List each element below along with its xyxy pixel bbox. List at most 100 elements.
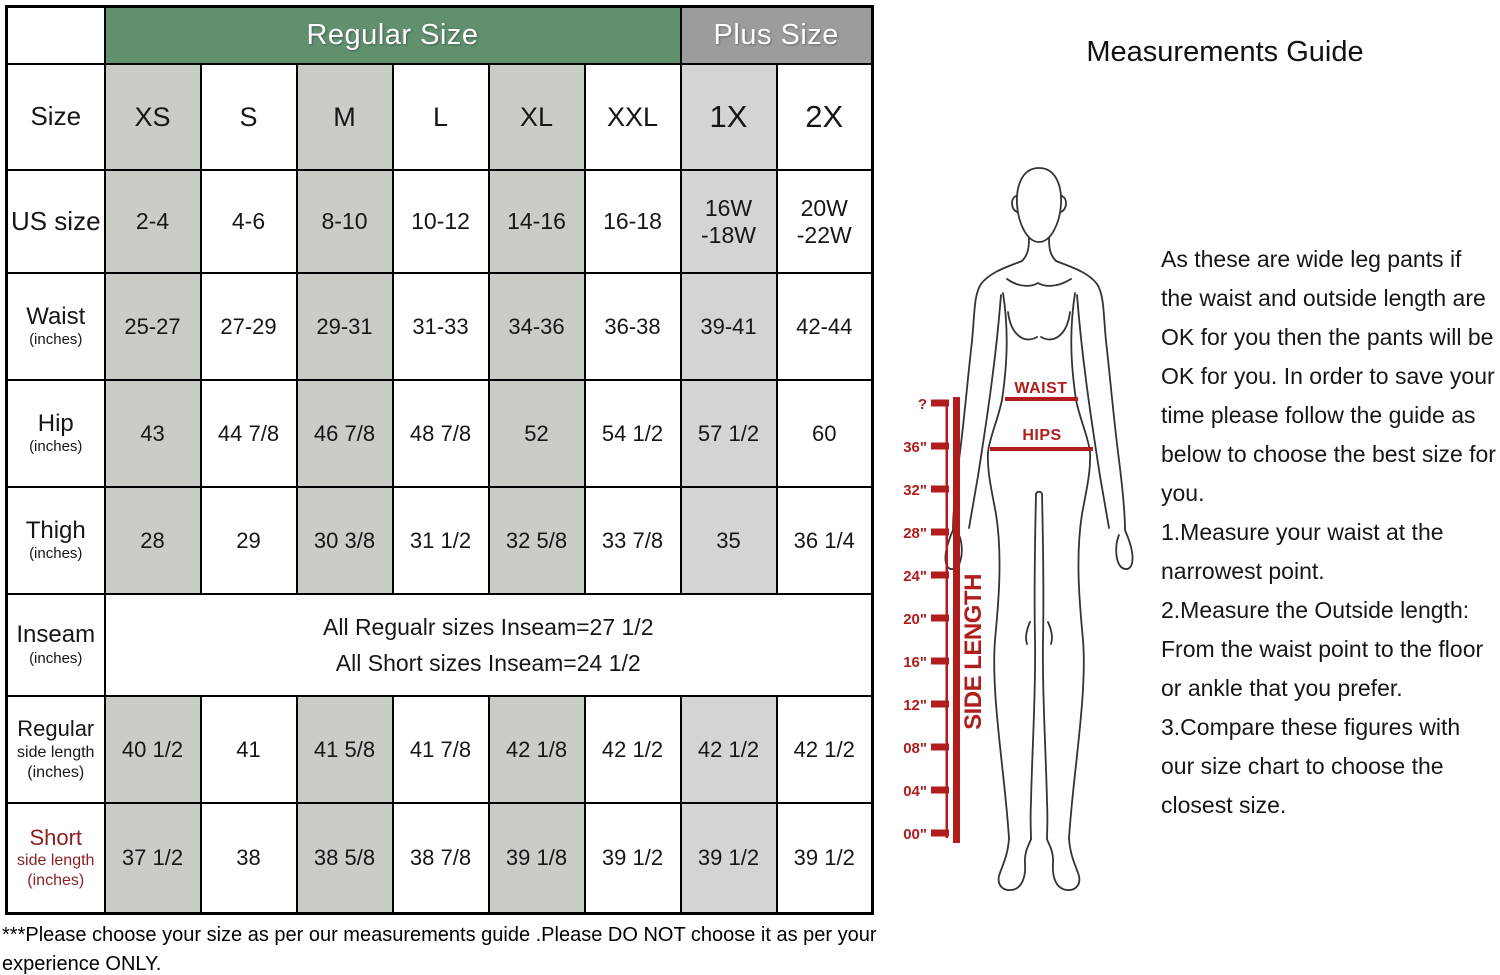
cell-regular-side-length-1x: 42 1/2 [679, 695, 778, 804]
cell-us-size-s: 4-6 [199, 169, 298, 274]
cell-us-size-xxl: 16-18 [583, 169, 682, 274]
cell-short-side-length-m: 38 5/8 [295, 802, 394, 915]
bust-right [1040, 311, 1071, 341]
cell-hip-1x: 57 1/2 [679, 379, 778, 488]
cell-short-side-length-2x: 39 1/2 [775, 802, 874, 915]
cell-hip-xs: 43 [103, 379, 202, 488]
ruler-tick [931, 700, 949, 708]
cell-waist-2x: 42-44 [775, 272, 874, 381]
collarbone [1006, 278, 1072, 287]
cell-waist-l: 31-33 [391, 272, 490, 381]
ruler-tick-label: 36" [903, 439, 927, 456]
cell-size-m: M [295, 63, 394, 171]
cell-short-side-length-1x: 39 1/2 [679, 802, 778, 915]
ruler-tick [931, 528, 949, 536]
cell-regular-side-length-m: 41 5/8 [295, 695, 394, 804]
cell-regular-side-length-xs: 40 1/2 [103, 695, 202, 804]
neck-right [1048, 237, 1057, 262]
cell-thigh-2x: 36 1/4 [775, 486, 874, 595]
cell-size-s: S [199, 63, 298, 171]
torso-leg-left [986, 292, 1010, 839]
row-label-thigh: Thigh (inches) [5, 486, 106, 595]
cell-size-2x: 2X [775, 63, 874, 171]
cell-hip-s: 44 7/8 [199, 379, 298, 488]
cell-hip-m: 46 7/8 [295, 379, 394, 488]
knee-mark-left [1025, 621, 1031, 645]
guide-instructions: As these are wide leg pants if the waist… [1161, 240, 1499, 825]
size-table: Regular Size Plus Size Size XS S M L XL XXL 1X 2X U… [5, 5, 874, 915]
cell-hip-l: 48 7/8 [391, 379, 490, 488]
cell-regular-side-length-2x: 42 1/2 [775, 695, 874, 804]
hand-right [1115, 529, 1134, 570]
ruler-tick [931, 571, 949, 579]
ruler-tick [931, 657, 949, 665]
guide-title: Measurements Guide [1086, 36, 1364, 68]
cell-size-l: L [391, 63, 490, 171]
ruler-tick [931, 399, 949, 407]
footnote: ***Please choose your size as per our me… [2, 924, 877, 975]
leg-right-inner [1041, 493, 1049, 840]
cell-short-side-length-s: 38 [199, 802, 298, 915]
row-label-inseam: Inseam (inches) [5, 593, 106, 697]
row-label-size: Size [5, 63, 106, 171]
cell-thigh-1x: 35 [679, 486, 778, 595]
cell-short-side-length-xxl: 39 1/2 [583, 802, 682, 915]
cell-us-size-xs: 2-4 [103, 169, 202, 274]
cell-waist-xs: 25-27 [103, 272, 202, 381]
guide-step-3: 3.Compare these figures with our size ch… [1161, 714, 1461, 818]
neck-left [1021, 237, 1030, 262]
arm-right-inner [1076, 294, 1110, 529]
hips-label: HIPS [1022, 427, 1061, 444]
cell-hip-xxl: 54 1/2 [583, 379, 682, 488]
ruler-tick [931, 442, 949, 450]
cell-thigh-xs: 28 [103, 486, 202, 595]
cell-us-size-m: 8-10 [295, 169, 394, 274]
arm-right-outer [1055, 260, 1126, 531]
body-outline-drawing [944, 167, 1134, 891]
body-measurement-figure: WAIST HIPS ? 36" 32" 28" 24" 20" 16" 12" 08" 04" 0… [903, 167, 1134, 891]
cell-waist-xxl: 36-38 [583, 272, 682, 381]
inseam-note: All Regualr sizes Inseam=27 1/2 All Short… [103, 593, 874, 697]
cell-thigh-xxl: 33 7/8 [583, 486, 682, 595]
ear-right [1060, 195, 1067, 213]
knee-mark-right [1047, 621, 1053, 645]
guide-step-1: 1.Measure your waist at the narrowest po… [1161, 519, 1444, 584]
torso-leg-right [1068, 292, 1092, 839]
foot-right [1046, 837, 1081, 891]
ruler-tick-label: 32" [903, 482, 927, 499]
cell-thigh-l: 31 1/2 [391, 486, 490, 595]
side-length-label: SIDE LENGTH [960, 574, 987, 730]
cell-waist-1x: 39-41 [679, 272, 778, 381]
row-label-us-size: US size [5, 169, 106, 274]
cell-regular-side-length-xxl: 42 1/2 [583, 695, 682, 804]
ruler-tick [931, 614, 949, 622]
arm-left-inner [968, 294, 1002, 529]
cell-thigh-m: 30 3/8 [295, 486, 394, 595]
ruler-tick-label: 04" [903, 783, 927, 800]
cell-us-size-l: 10-12 [391, 169, 490, 274]
ruler-tick [931, 485, 949, 493]
cell-short-side-length-l: 38 7/8 [391, 802, 490, 915]
bust-left [1007, 311, 1038, 341]
crotch [1035, 490, 1043, 495]
ruler-ticks: ? 36" 32" 28" 24" 20" 16" 12" 08" 04" 00" [903, 396, 949, 843]
guide-paragraph: As these are wide leg pants if the waist… [1161, 246, 1496, 506]
row-label-hip: Hip (inches) [5, 379, 106, 488]
cell-regular-side-length-xl: 42 1/8 [487, 695, 586, 804]
ruler-tick-label: 12" [903, 697, 927, 714]
head-outline [1016, 167, 1062, 243]
cell-us-size-2x: 20W -22W [775, 169, 874, 274]
group-header-plus: Plus Size [679, 5, 874, 65]
cell-regular-side-length-l: 41 7/8 [391, 695, 490, 804]
cell-us-size-xl: 14-16 [487, 169, 586, 274]
ruler-tick-label: 20" [903, 611, 927, 628]
row-label-short-side-length: Short side length (inches) [5, 802, 106, 915]
ruler-tick [931, 786, 949, 794]
cell-waist-s: 27-29 [199, 272, 298, 381]
cell-waist-m: 29-31 [295, 272, 394, 381]
ruler-tick-label: 08" [903, 740, 927, 757]
leg-left-inner [1029, 493, 1037, 840]
cell-waist-xl: 34-36 [487, 272, 586, 381]
corner-cell [5, 5, 106, 65]
